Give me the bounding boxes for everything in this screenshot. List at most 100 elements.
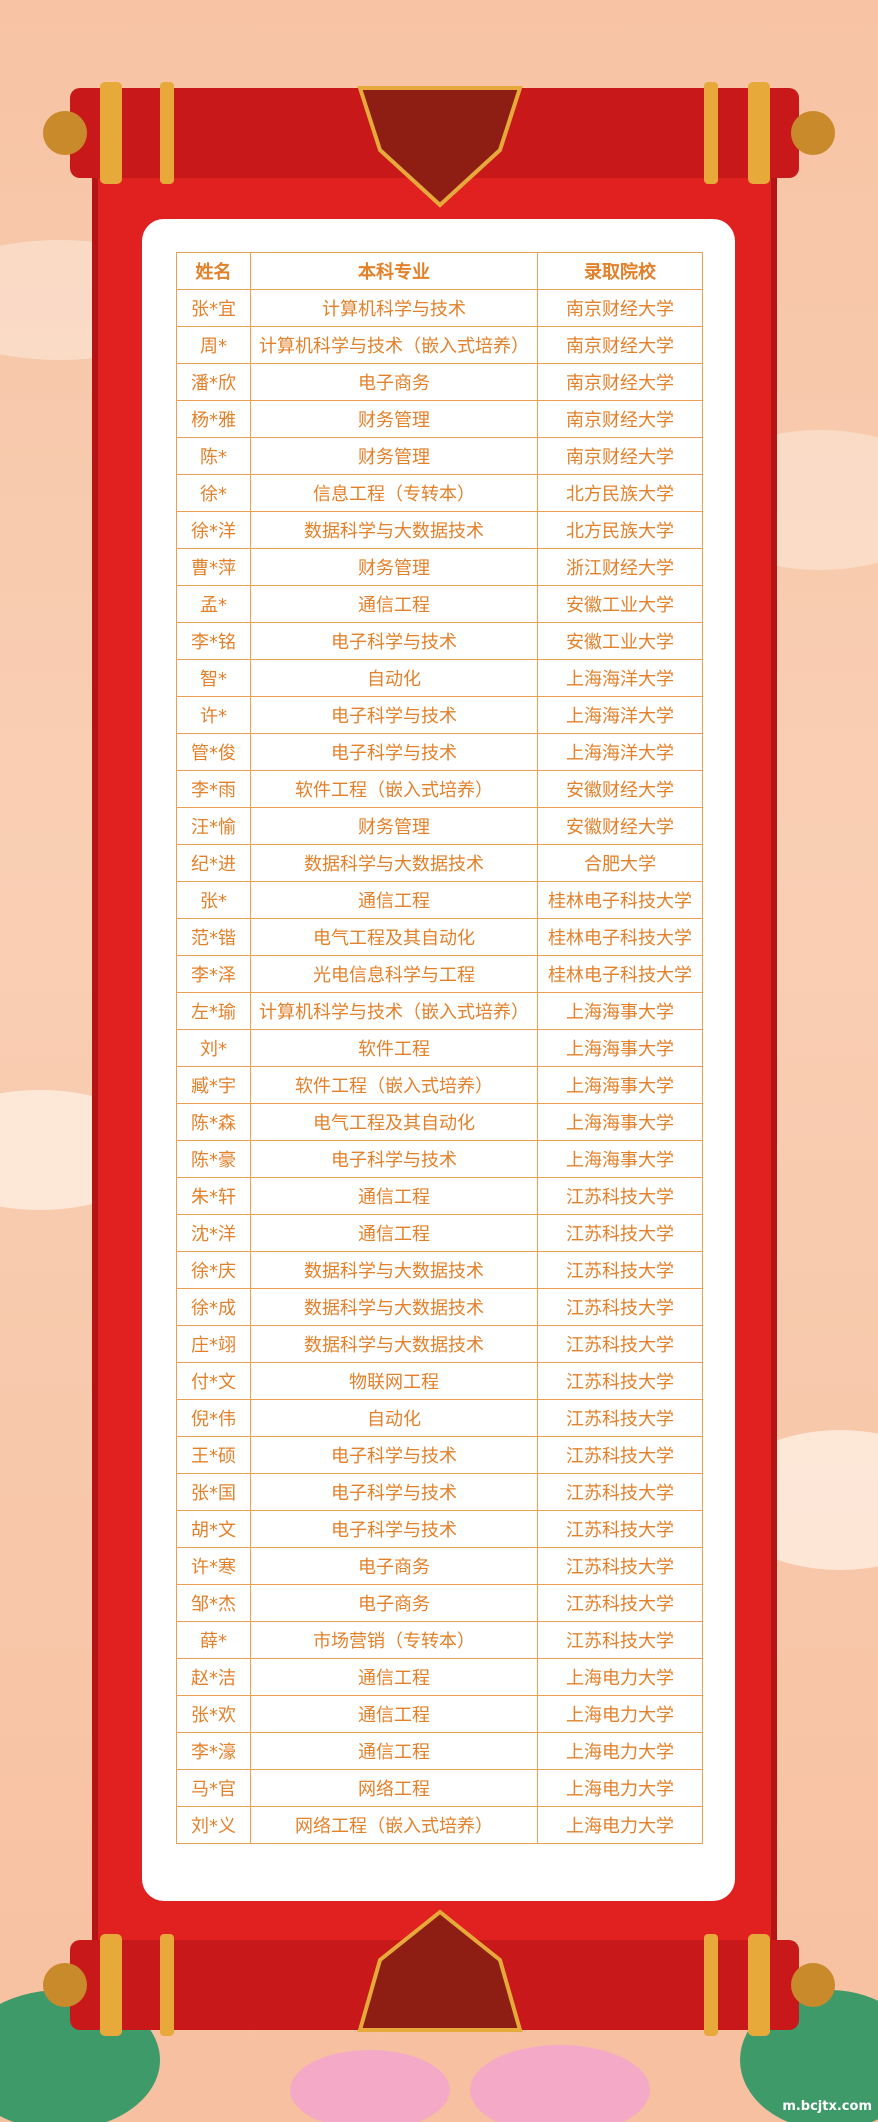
- table-cell: 计算机科学与技术: [250, 289, 538, 327]
- table-cell: 通信工程: [250, 1695, 538, 1733]
- table-cell: 电子科学与技术: [250, 733, 538, 771]
- table-cell: 通信工程: [250, 585, 538, 623]
- table-cell: 周*: [176, 326, 251, 364]
- table-cell: 张*欢: [176, 1695, 251, 1733]
- table-cell: 李*濠: [176, 1732, 251, 1770]
- table-row: 赵*洁 通信工程 上海电力大学: [176, 1658, 703, 1696]
- table-row: 徐*成 数据科学与大数据技术 江苏科技大学: [176, 1288, 703, 1326]
- table-row: 许* 电子科学与技术 上海海洋大学: [176, 696, 703, 734]
- table-row: 潘*欣 电子商务 南京财经大学: [176, 363, 703, 401]
- table-row: 智* 自动化 上海海洋大学: [176, 659, 703, 697]
- table-cell: 庄*翊: [176, 1325, 251, 1363]
- watermark: m.bcjtx.com: [782, 2099, 872, 2114]
- header-cell: 录取院校: [537, 252, 703, 290]
- table-row: 王*硕 电子科学与技术 江苏科技大学: [176, 1436, 703, 1474]
- table-cell: 徐*: [176, 474, 251, 512]
- table-cell: 财务管理: [250, 807, 538, 845]
- table-cell: 上海电力大学: [537, 1806, 703, 1844]
- table-cell: 朱*轩: [176, 1177, 251, 1215]
- table-cell: 陈*: [176, 437, 251, 475]
- table-cell: 电子商务: [250, 1547, 538, 1585]
- table-cell: 汪*愉: [176, 807, 251, 845]
- table-cell: 徐*庆: [176, 1251, 251, 1289]
- table-cell: 臧*宇: [176, 1066, 251, 1104]
- table-row: 陈*森 电气工程及其自动化 上海海事大学: [176, 1103, 703, 1141]
- table-cell: 电子商务: [250, 363, 538, 401]
- table-row: 马*官 网络工程 上海电力大学: [176, 1769, 703, 1807]
- table-row: 张* 通信工程 桂林电子科技大学: [176, 881, 703, 919]
- table-cell: 张*: [176, 881, 251, 919]
- table-cell: 张*国: [176, 1473, 251, 1511]
- header-cell: 本科专业: [250, 252, 538, 290]
- table-cell: 数据科学与大数据技术: [250, 1251, 538, 1289]
- table-cell: 倪*伟: [176, 1399, 251, 1437]
- table-cell: 潘*欣: [176, 363, 251, 401]
- table-cell: 南京财经大学: [537, 326, 703, 364]
- table-cell: 智*: [176, 659, 251, 697]
- table-cell: 曹*萍: [176, 548, 251, 586]
- table-row: 臧*宇 软件工程（嵌入式培养） 上海海事大学: [176, 1066, 703, 1104]
- table-row: 倪*伟 自动化 江苏科技大学: [176, 1399, 703, 1437]
- table-row: 李*濠 通信工程 上海电力大学: [176, 1732, 703, 1770]
- table-cell: 江苏科技大学: [537, 1288, 703, 1326]
- table-cell: 数据科学与大数据技术: [250, 511, 538, 549]
- table-cell: 上海海事大学: [537, 1103, 703, 1141]
- table-cell: 数据科学与大数据技术: [250, 844, 538, 882]
- table-cell: 浙江财经大学: [537, 548, 703, 586]
- table-row: 杨*雅 财务管理 南京财经大学: [176, 400, 703, 438]
- table-row: 胡*文 电子科学与技术 江苏科技大学: [176, 1510, 703, 1548]
- table-row: 沈*洋 通信工程 江苏科技大学: [176, 1214, 703, 1252]
- table-cell: 南京财经大学: [537, 400, 703, 438]
- table-cell: 电子科学与技术: [250, 1510, 538, 1548]
- table-row: 李*雨 软件工程（嵌入式培养） 安徽财经大学: [176, 770, 703, 808]
- table-cell: 徐*成: [176, 1288, 251, 1326]
- table-cell: 桂林电子科技大学: [537, 955, 703, 993]
- table-cell: 信息工程（专转本）: [250, 474, 538, 512]
- table-cell: 安徽工业大学: [537, 585, 703, 623]
- table-row: 刘* 软件工程 上海海事大学: [176, 1029, 703, 1067]
- table-cell: 网络工程（嵌入式培养）: [250, 1806, 538, 1844]
- table-cell: 江苏科技大学: [537, 1473, 703, 1511]
- table-cell: 上海海事大学: [537, 1066, 703, 1104]
- table-cell: 江苏科技大学: [537, 1325, 703, 1363]
- table-cell: 范*锴: [176, 918, 251, 956]
- table-cell: 电子科学与技术: [250, 1473, 538, 1511]
- header-cell: 姓名: [176, 252, 251, 290]
- table-row: 徐*洋 数据科学与大数据技术 北方民族大学: [176, 511, 703, 549]
- table-cell: 市场营销（专转本）: [250, 1621, 538, 1659]
- table-row: 曹*萍 财务管理 浙江财经大学: [176, 548, 703, 586]
- table-row: 张*国 电子科学与技术 江苏科技大学: [176, 1473, 703, 1511]
- table-row: 左*瑜 计算机科学与技术（嵌入式培养） 上海海事大学: [176, 992, 703, 1030]
- table-cell: 江苏科技大学: [537, 1547, 703, 1585]
- admission-table: 姓名 本科专业 录取院校 张*宜 计算机科学与技术 南京财经大学 周* 计算机科学与技术（嵌…: [176, 252, 703, 1844]
- table-cell: 上海电力大学: [537, 1732, 703, 1770]
- table-cell: 沈*洋: [176, 1214, 251, 1252]
- table-cell: 物联网工程: [250, 1362, 538, 1400]
- table-row: 邹*杰 电子商务 江苏科技大学: [176, 1584, 703, 1622]
- table-cell: 许*寒: [176, 1547, 251, 1585]
- table-row: 周* 计算机科学与技术（嵌入式培养） 南京财经大学: [176, 326, 703, 364]
- table-cell: 电子科学与技术: [250, 1140, 538, 1178]
- table-cell: 北方民族大学: [537, 511, 703, 549]
- table-cell: 计算机科学与技术（嵌入式培养）: [250, 326, 538, 364]
- table-cell: 北方民族大学: [537, 474, 703, 512]
- table-row: 朱*轩 通信工程 江苏科技大学: [176, 1177, 703, 1215]
- table-cell: 财务管理: [250, 548, 538, 586]
- table-row: 张*宜 计算机科学与技术 南京财经大学: [176, 289, 703, 327]
- table-cell: 管*俊: [176, 733, 251, 771]
- table-cell: 江苏科技大学: [537, 1510, 703, 1548]
- table-cell: 江苏科技大学: [537, 1214, 703, 1252]
- table-cell: 陈*豪: [176, 1140, 251, 1178]
- table-cell: 软件工程: [250, 1029, 538, 1067]
- table-cell: 数据科学与大数据技术: [250, 1325, 538, 1363]
- table-row: 李*铭 电子科学与技术 安徽工业大学: [176, 622, 703, 660]
- table-cell: 李*泽: [176, 955, 251, 993]
- table-cell: 邹*杰: [176, 1584, 251, 1622]
- table-cell: 薛*: [176, 1621, 251, 1659]
- table-cell: 上海电力大学: [537, 1769, 703, 1807]
- table-cell: 安徽财经大学: [537, 807, 703, 845]
- table-cell: 网络工程: [250, 1769, 538, 1807]
- table-cell: 江苏科技大学: [537, 1436, 703, 1474]
- table-row: 刘*义 网络工程（嵌入式培养） 上海电力大学: [176, 1806, 703, 1844]
